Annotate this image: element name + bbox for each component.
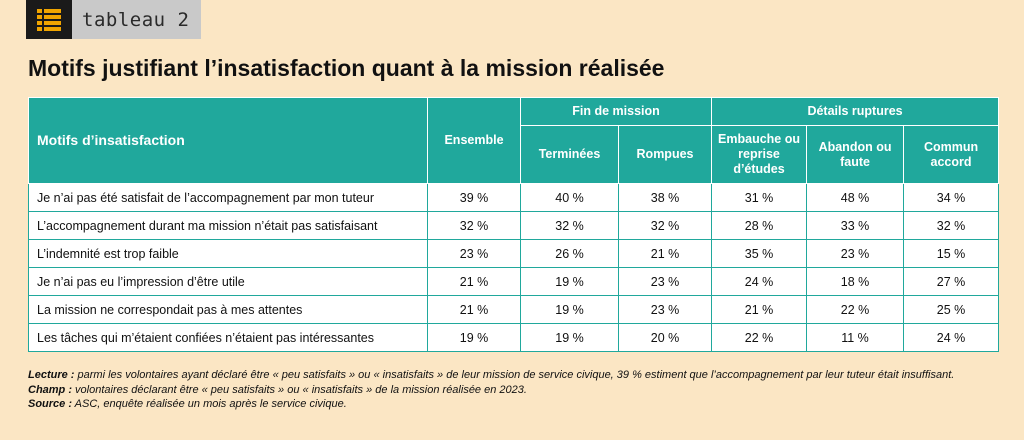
cell-ensemble: 21 % bbox=[427, 267, 521, 296]
note-champ-label: Champ : bbox=[28, 383, 72, 396]
table-row: La mission ne correspondait pas à mes at… bbox=[28, 295, 1000, 324]
col-header-commun: Commun accord bbox=[903, 125, 1000, 184]
cell-abandon: 23 % bbox=[806, 239, 905, 268]
row-label: Je n’ai pas eu l’impression d’être utile bbox=[28, 267, 428, 296]
table-notes: Lecture : parmi les volontaires ayant dé… bbox=[28, 368, 954, 412]
cell-rompues: 38 % bbox=[617, 183, 713, 212]
cell-embauche: 21 % bbox=[711, 295, 808, 324]
note-lecture-label: Lecture : bbox=[28, 369, 75, 381]
cell-commun: 27 % bbox=[903, 267, 1000, 296]
col-header-ensemble: Ensemble bbox=[427, 97, 521, 184]
note-source-label: Source : bbox=[28, 398, 73, 410]
col-header-abandon: Abandon ou faute bbox=[806, 125, 905, 184]
cell-ensemble: 39 % bbox=[427, 183, 521, 212]
col-header-rompues: Rompues bbox=[617, 125, 713, 184]
table-tag: tableau 2 bbox=[26, 0, 202, 39]
cell-terminees: 32 % bbox=[520, 211, 619, 240]
note-champ-text: volontaires déclarant être « peu satisfa… bbox=[72, 383, 527, 396]
table-row: Les tâches qui m’étaient confiées n’étai… bbox=[28, 323, 1000, 352]
cell-terminees: 19 % bbox=[520, 323, 619, 352]
row-label: La mission ne correspondait pas à mes at… bbox=[28, 295, 428, 324]
cell-rompues: 32 % bbox=[617, 211, 713, 240]
table-row: L’accompagnement durant ma mission n’éta… bbox=[28, 211, 1000, 240]
cell-embauche: 24 % bbox=[711, 267, 808, 296]
cell-commun: 34 % bbox=[903, 183, 1000, 212]
row-label: L’accompagnement durant ma mission n’éta… bbox=[28, 211, 428, 240]
cell-rompues: 23 % bbox=[617, 295, 713, 324]
data-table: Motifs d’insatisfaction Ensemble Fin de … bbox=[28, 97, 1000, 352]
row-label: L’indemnité est trop faible bbox=[28, 239, 428, 268]
cell-ensemble: 21 % bbox=[427, 295, 521, 324]
cell-ensemble: 23 % bbox=[427, 239, 521, 268]
table-row: Je n’ai pas été satisfait de l’accompagn… bbox=[28, 183, 1000, 212]
note-lecture-text: parmi les volontaires ayant déclaré être… bbox=[74, 369, 955, 381]
cell-embauche: 28 % bbox=[711, 211, 808, 240]
page-title: Motifs justifiant l’insatisfaction quant… bbox=[28, 55, 665, 81]
cell-terminees: 40 % bbox=[520, 183, 619, 212]
cell-terminees: 26 % bbox=[520, 239, 619, 268]
cell-embauche: 35 % bbox=[711, 239, 808, 268]
cell-commun: 15 % bbox=[903, 239, 1000, 268]
row-header: Motifs d’insatisfaction bbox=[28, 97, 428, 184]
row-label: Les tâches qui m’étaient confiées n’étai… bbox=[28, 323, 428, 352]
group-header-fin-mission: Fin de mission bbox=[519, 97, 713, 126]
cell-rompues: 21 % bbox=[617, 239, 713, 268]
note-champ: Champ : volontaires déclarant être « peu… bbox=[28, 383, 954, 398]
cell-abandon: 48 % bbox=[806, 183, 905, 212]
cell-commun: 25 % bbox=[903, 295, 1000, 324]
group-header-details-ruptures: Détails ruptures bbox=[711, 97, 1000, 126]
cell-embauche: 22 % bbox=[711, 323, 808, 352]
cell-rompues: 20 % bbox=[617, 323, 713, 352]
col-header-embauche: Embauche ou reprise d’études bbox=[711, 125, 808, 184]
table-row: L’indemnité est trop faible 23 % 26 % 21… bbox=[28, 239, 1000, 268]
table-row: Je n’ai pas eu l’impression d’être utile… bbox=[28, 267, 1000, 296]
cell-abandon: 11 % bbox=[806, 323, 905, 352]
note-source-text: ASC, enquête réalisée un mois après le s… bbox=[72, 398, 347, 410]
cell-abandon: 18 % bbox=[806, 267, 905, 296]
note-source: Source : ASC, enquête réalisée un mois a… bbox=[28, 397, 954, 412]
cell-abandon: 22 % bbox=[806, 295, 905, 324]
cell-commun: 32 % bbox=[903, 211, 1000, 240]
row-label: Je n’ai pas été satisfait de l’accompagn… bbox=[28, 183, 428, 212]
cell-ensemble: 19 % bbox=[427, 323, 521, 352]
col-header-terminees: Terminées bbox=[520, 125, 619, 184]
cell-abandon: 33 % bbox=[806, 211, 905, 240]
cell-ensemble: 32 % bbox=[427, 211, 521, 240]
note-lecture: Lecture : parmi les volontaires ayant dé… bbox=[28, 368, 954, 383]
cell-rompues: 23 % bbox=[617, 267, 713, 296]
table-icon bbox=[26, 0, 72, 39]
cell-terminees: 19 % bbox=[520, 267, 619, 296]
table-tag-label: tableau 2 bbox=[72, 0, 202, 39]
cell-embauche: 31 % bbox=[711, 183, 808, 212]
cell-commun: 24 % bbox=[903, 323, 1000, 352]
cell-terminees: 19 % bbox=[520, 295, 619, 324]
